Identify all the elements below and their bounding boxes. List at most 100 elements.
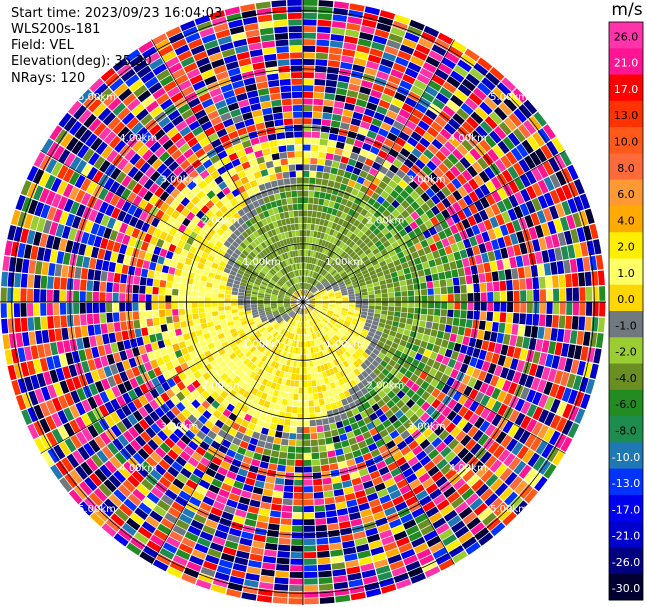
velocity-gate [230, 398, 239, 407]
velocity-gate [499, 487, 513, 501]
velocity-gate [355, 326, 363, 332]
velocity-gate [412, 49, 428, 61]
velocity-gate [433, 167, 444, 179]
velocity-gate [419, 255, 428, 263]
velocity-gate [303, 289, 305, 296]
velocity-gate [80, 461, 94, 476]
velocity-gate [404, 32, 420, 43]
velocity-gate [259, 337, 266, 344]
velocity-gate [353, 57, 367, 67]
velocity-gate [443, 123, 457, 135]
velocity-gate [262, 267, 269, 273]
velocity-gate [460, 293, 468, 302]
velocity-gate [331, 20, 347, 29]
velocity-gate [375, 438, 386, 448]
velocity-gate [182, 507, 196, 519]
velocity-gate [261, 329, 268, 335]
velocity-gate [272, 276, 279, 282]
velocity-gate [291, 353, 295, 360]
velocity-gate [444, 245, 453, 255]
velocity-gate [459, 344, 468, 355]
velocity-gate [295, 374, 300, 381]
velocity-gate [308, 296, 315, 300]
velocity-gate [221, 423, 231, 433]
velocity-gate [15, 394, 27, 411]
velocity-gate [332, 326, 339, 333]
velocity-gate [440, 418, 451, 429]
velocity-gate [500, 247, 509, 259]
velocity-gate [145, 294, 152, 302]
velocity-gate [60, 277, 68, 290]
velocity-gate [208, 326, 216, 333]
velocity-gate [199, 137, 211, 148]
velocity-gate [85, 133, 98, 148]
velocity-gate [260, 316, 267, 321]
velocity-gate [365, 375, 374, 384]
velocity-gate [324, 159, 333, 167]
velocity-gate [349, 260, 356, 267]
velocity-gate [367, 464, 378, 474]
velocity-gate [198, 291, 205, 297]
velocity-gate [201, 390, 210, 400]
velocity-gate [226, 470, 237, 480]
velocity-gate [27, 423, 39, 440]
velocity-gate [404, 67, 419, 79]
velocity-gate [314, 307, 321, 311]
velocity-gate [380, 404, 390, 414]
velocity-gate [345, 318, 352, 323]
velocity-gate [308, 277, 311, 284]
velocity-gate [369, 215, 378, 224]
velocity-gate [213, 257, 221, 265]
velocity-gate [535, 148, 548, 163]
velocity-gate [514, 480, 528, 495]
velocity-gate [457, 210, 467, 221]
velocity-gate [252, 288, 259, 293]
velocity-gate [356, 259, 364, 266]
velocity-gate [20, 180, 32, 196]
velocity-gate [371, 337, 379, 345]
velocity-gate [337, 514, 350, 523]
velocity-gate [95, 259, 104, 271]
velocity-gate [285, 331, 290, 338]
velocity-gate [413, 257, 422, 265]
velocity-gate [346, 373, 353, 382]
velocity-gate [34, 388, 45, 404]
velocity-gate [414, 467, 427, 478]
velocity-gate [311, 311, 316, 317]
velocity-gate [170, 132, 183, 144]
velocity-gate [362, 298, 369, 302]
velocity-gate [86, 410, 98, 424]
velocity-gate [132, 347, 141, 357]
velocity-gate [194, 543, 209, 554]
velocity-gate [382, 252, 391, 260]
velocity-gate [430, 155, 442, 167]
velocity-gate [351, 243, 359, 251]
velocity-gate [114, 508, 129, 522]
velocity-gate [362, 142, 372, 152]
velocity-gate [479, 209, 489, 221]
velocity-gate [307, 374, 312, 381]
velocity-gate [277, 296, 284, 299]
velocity-gate [401, 125, 414, 136]
velocity-gate [109, 78, 124, 92]
velocity-gate [331, 316, 338, 322]
velocity-gate [211, 424, 221, 435]
velocity-gate [341, 273, 348, 279]
velocity-gate [335, 265, 342, 271]
velocity-gate [129, 79, 144, 93]
velocity-gate [117, 210, 127, 222]
velocity-gate [405, 560, 421, 572]
velocity-gate [415, 207, 425, 217]
velocity-gate [480, 302, 487, 311]
velocity-gate [425, 405, 436, 416]
velocity-gate [185, 302, 192, 309]
velocity-gate [288, 325, 293, 332]
velocity-gate [221, 232, 230, 240]
velocity-gate [99, 313, 107, 324]
velocity-gate [538, 237, 547, 251]
velocity-gate [519, 348, 528, 361]
velocity-gate [80, 279, 87, 291]
velocity-gate [398, 131, 410, 142]
velocity-gate [547, 368, 557, 383]
velocity-gate [348, 437, 358, 446]
